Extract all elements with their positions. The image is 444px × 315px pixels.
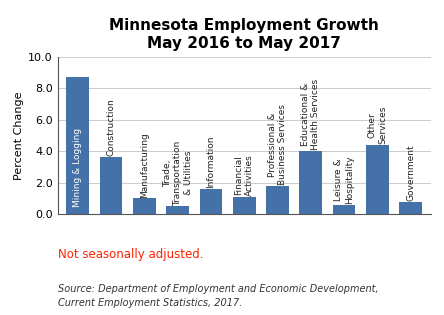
Title: Minnesota Employment Growth
May 2016 to May 2017: Minnesota Employment Growth May 2016 to … — [109, 18, 379, 51]
Y-axis label: Percent Change: Percent Change — [14, 91, 24, 180]
Text: Trade,
Transportation
& Utilities: Trade, Transportation & Utilities — [163, 140, 193, 205]
Bar — [233, 197, 256, 214]
Text: Manufacturing: Manufacturing — [140, 132, 149, 198]
Text: Construction: Construction — [107, 98, 115, 156]
Text: Financial
Activities: Financial Activities — [234, 154, 254, 196]
Text: Mining & Logging: Mining & Logging — [73, 128, 82, 207]
Bar — [66, 77, 89, 214]
Text: Information: Information — [206, 136, 215, 188]
Bar — [99, 157, 122, 214]
Text: Other
Services: Other Services — [368, 106, 387, 144]
Bar — [299, 151, 322, 214]
Text: Government: Government — [406, 144, 415, 201]
Bar — [199, 189, 222, 214]
Bar — [333, 205, 355, 214]
Text: Professional &
Business Services: Professional & Business Services — [268, 104, 287, 185]
Bar — [366, 145, 389, 214]
Text: Not seasonally adjusted.: Not seasonally adjusted. — [58, 248, 203, 261]
Bar — [166, 206, 189, 214]
Bar — [266, 186, 289, 214]
Bar — [400, 202, 422, 214]
Text: Leisure &
Hospitality: Leisure & Hospitality — [334, 155, 354, 204]
Text: Educational &
Health Services: Educational & Health Services — [301, 79, 321, 151]
Bar — [133, 198, 155, 214]
Text: Source: Department of Employment and Economic Development,
Current Employment St: Source: Department of Employment and Eco… — [58, 284, 378, 307]
